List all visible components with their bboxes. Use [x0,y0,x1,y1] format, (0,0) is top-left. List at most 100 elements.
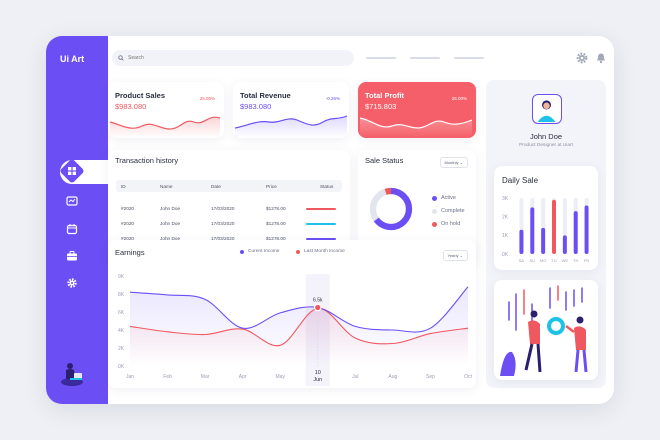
y-tick-label: 2K [118,346,125,352]
nav-calendar-item[interactable] [65,222,79,236]
top-nav-link-3[interactable] [454,57,484,59]
table-row[interactable]: #2020 John Doe 17/03/2020 $1278.00 [116,221,342,231]
top-nav-link-1[interactable] [366,57,396,59]
x-tick-label: Oct [464,374,472,380]
team-illustration [500,285,588,376]
legend-last-month-income: Last Month Income [296,249,345,254]
total-revenue-sparkline [234,115,348,138]
highlight-point[interactable] [313,303,322,312]
kpi-value: $983.080 [240,102,272,111]
user-avatar-icon [537,100,556,122]
profile-panel: John Doe Product Designer at Uiart Daily… [486,80,606,388]
chart-icon [66,196,78,206]
chevron-down-icon: ⌄ [459,160,463,165]
x-tick-label: FR [584,258,589,263]
daily-sale-title: Daily Sale [502,176,539,185]
cell-name: John Doe [160,236,181,241]
dropdown-value: Monthly [444,160,459,165]
bar[interactable] [541,227,546,254]
search-icon [118,55,124,61]
x-tick-label: Feb [163,374,172,380]
kpi-value: $983.080 [115,102,147,111]
nav-analytics-item[interactable] [65,194,79,208]
brand-logo: Ui Art [60,54,85,64]
search-input[interactable] [128,55,328,61]
col-id: ID [121,183,126,189]
calendar-icon [66,224,78,235]
col-date: Date [211,183,221,189]
bar[interactable] [519,229,524,254]
x-tick-label: WE [562,258,569,263]
cell-date: 17/03/2020 [211,206,235,211]
kpi-total-profit-card[interactable]: Total Profit $715.803 25.00% [358,82,476,138]
main-area: Product Sales $983.080 25.00% Total Reve… [108,36,614,404]
cell-id: #2020 [121,221,135,226]
kpi-product-sales-card[interactable]: Product Sales $983.080 25.00% [108,82,224,138]
kpi-change: -0.26% [325,96,340,101]
settings-gear-icon[interactable] [576,52,588,64]
x-tick-label: MO [540,258,546,263]
legend-complete: Complete [432,208,465,214]
legend-active: Active [432,195,456,201]
nav-briefcase-item[interactable] [65,249,79,263]
cell-date: 17/03/2020 [211,221,235,226]
bar[interactable] [552,199,556,254]
cell-id: #2020 [121,206,135,211]
cell-name: John Doe [160,206,181,211]
earnings-period-dropdown[interactable]: Yearly ⌄ [442,250,468,261]
earnings-title: Earnings [115,248,145,257]
cell-date: 17/03/2020 [211,236,235,241]
cell-price: $1278.00 [266,206,286,211]
x-tick-label: Apr [239,374,247,380]
total-profit-sparkline [359,117,473,138]
status-indicator [306,208,336,211]
gear-icon [67,278,77,288]
y-tick-label: 3K [502,196,509,202]
kpi-value: $715.803 [365,102,397,111]
bar[interactable] [530,207,535,254]
col-status: Status [320,183,334,189]
x-tick-label: SA [519,258,525,263]
sidebar: Ui Art [46,36,108,404]
earnings-chart: 0K 2K 4K 6K 8K 9K Jan Feb Mar Apr May Jul Aug Sep Oct 1… [118,274,472,386]
sale-status-period-dropdown[interactable]: Monthly ⌄ [439,157,468,168]
bar[interactable] [562,235,567,254]
nav-dashboard-item[interactable] [59,158,85,184]
status-indicator [306,223,336,226]
person-laptop-illustration [61,363,83,386]
daily-sale-chart: 0K 1K 2K 3K SA SU MO TU WE TH FR [502,196,589,263]
bell-icon[interactable] [595,52,607,64]
highlight-value-label: 6.5k [313,298,323,304]
table-row[interactable]: #2020 John Doe 17/03/2020 $1278.00 [116,206,342,216]
top-nav-link-2[interactable] [410,57,440,59]
table-row[interactable]: #2020 John Doe 17/03/2020 $1278.00 [116,236,342,246]
col-name: Name [160,183,173,189]
chevron-down-icon: ⌄ [459,253,463,258]
y-tick-label: 8K [118,292,125,298]
nav-settings-item[interactable] [65,276,79,290]
search-bar[interactable] [112,50,354,66]
highlight-month-label: Jun [313,377,322,383]
x-tick-label: Aug [388,374,397,380]
series-line-last-month-income [129,307,469,347]
donut-segment-on-hold [369,187,413,231]
kpi-total-revenue-card[interactable]: Total Revenue $983.080 -0.26% [233,82,349,138]
kpi-change: 25.00% [199,96,215,101]
bar[interactable] [584,205,589,254]
daily-sale-card: Daily Sale 0K 1K 2K 3K SA SU MO TU WE TH FR [494,166,598,270]
cell-id: #2020 [121,236,135,241]
cell-price: $1278.00 [266,236,286,241]
table-header: ID Name Date Price Status [116,180,342,192]
dashboard-frame: Ui Art [46,36,614,404]
sale-status-title: Sale Status [365,156,404,165]
kpi-title: Total Profit [365,91,405,100]
grid-icon [68,167,76,175]
team-illustration-card [494,280,598,380]
cell-price: $1278.00 [266,221,286,226]
bar[interactable] [573,211,578,254]
y-tick-label: 0K [118,364,125,370]
avatar[interactable] [532,94,562,124]
briefcase-icon [67,251,77,261]
legend-on-hold: On hold [432,221,460,227]
x-tick-label: Jan [126,374,134,380]
